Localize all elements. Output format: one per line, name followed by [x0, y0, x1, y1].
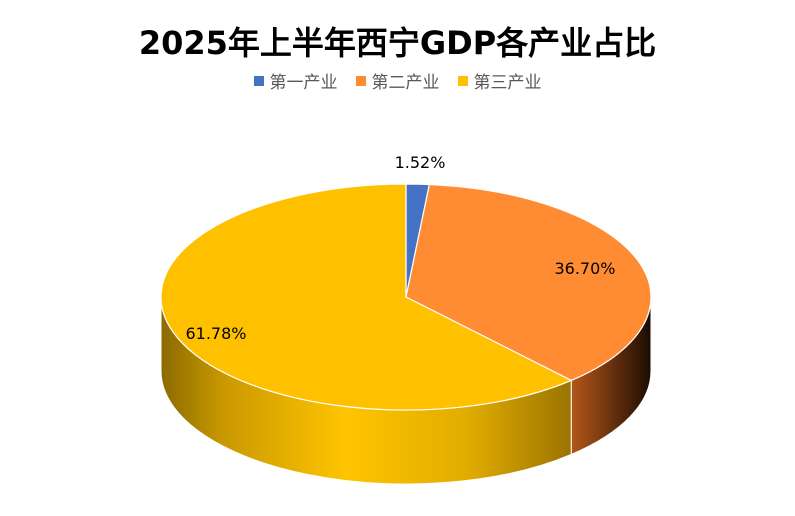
- legend-item-secondary: 第二产业: [355, 68, 440, 93]
- pie-data-labels: 1.52% 36.70% 61.78%: [185, 153, 615, 343]
- chart-title: 2025年上半年西宁GDP各产业占比: [138, 24, 657, 62]
- pie-slice-secondary: [405, 183, 652, 382]
- legend-swatch-primary: [253, 75, 264, 86]
- legend-label-tertiary: 第三产业: [473, 73, 542, 93]
- data-label-tertiary: 61.78%: [185, 324, 246, 343]
- data-label-primary: 1.52%: [395, 153, 446, 172]
- legend-swatch-tertiary: [457, 75, 468, 86]
- legend-item-tertiary: 第三产业: [457, 68, 542, 93]
- chart-legend: 第一产业 第二产业 第三产业: [0, 68, 795, 93]
- pie-slices: [160, 183, 652, 411]
- data-label-secondary: 36.70%: [554, 259, 615, 278]
- legend-item-primary: 第一产业: [253, 68, 338, 93]
- legend-label-primary: 第一产业: [269, 73, 338, 93]
- pie-slice-tertiary: [160, 183, 573, 411]
- legend-label-secondary: 第二产业: [371, 73, 440, 93]
- legend-swatch-secondary: [355, 75, 366, 86]
